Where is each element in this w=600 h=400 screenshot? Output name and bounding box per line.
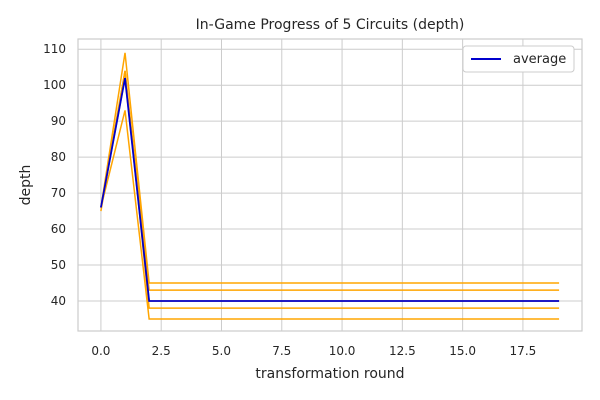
legend: average xyxy=(462,45,575,73)
series-line-average xyxy=(100,77,560,302)
x-axis-label: transformation round xyxy=(255,366,404,382)
y-tick-label: 80 xyxy=(51,150,66,164)
x-tick-label: 10.0 xyxy=(329,344,356,358)
y-tick-labels: 40 50 60 70 80 90 100 110 xyxy=(43,42,66,308)
series-line-circuit xyxy=(100,77,560,302)
x-tick-label: 7.5 xyxy=(272,344,291,358)
y-tick-label: 40 xyxy=(51,294,66,308)
y-tick-label: 110 xyxy=(43,42,66,56)
grid xyxy=(78,39,582,331)
legend-box xyxy=(462,45,575,73)
x-tick-label: 12.5 xyxy=(389,344,416,358)
chart-title: In-Game Progress of 5 Circuits (depth) xyxy=(196,17,465,33)
series-line-circuit xyxy=(100,70,560,309)
x-tick-label: 15.0 xyxy=(449,344,476,358)
y-tick-label: 100 xyxy=(43,78,66,92)
plot-frame xyxy=(77,38,583,332)
legend-label-average: average xyxy=(513,52,566,67)
y-tick-label: 60 xyxy=(51,222,66,236)
x-tick-labels: 0.0 2.5 5.0 7.5 10.0 12.5 15.0 17.5 xyxy=(91,344,536,358)
x-tick-label: 5.0 xyxy=(212,344,231,358)
series-line-circuit xyxy=(100,70,560,291)
series-line-circuit xyxy=(100,110,560,320)
series-layer xyxy=(100,52,560,320)
x-tick-label: 2.5 xyxy=(152,344,171,358)
y-tick-label: 90 xyxy=(51,114,66,128)
series-line-circuit xyxy=(100,52,560,284)
y-axis-label: depth xyxy=(18,165,34,206)
x-tick-label: 17.5 xyxy=(510,344,537,358)
y-tick-label: 70 xyxy=(51,186,66,200)
x-tick-label: 0.0 xyxy=(91,344,110,358)
y-tick-label: 50 xyxy=(51,258,66,272)
